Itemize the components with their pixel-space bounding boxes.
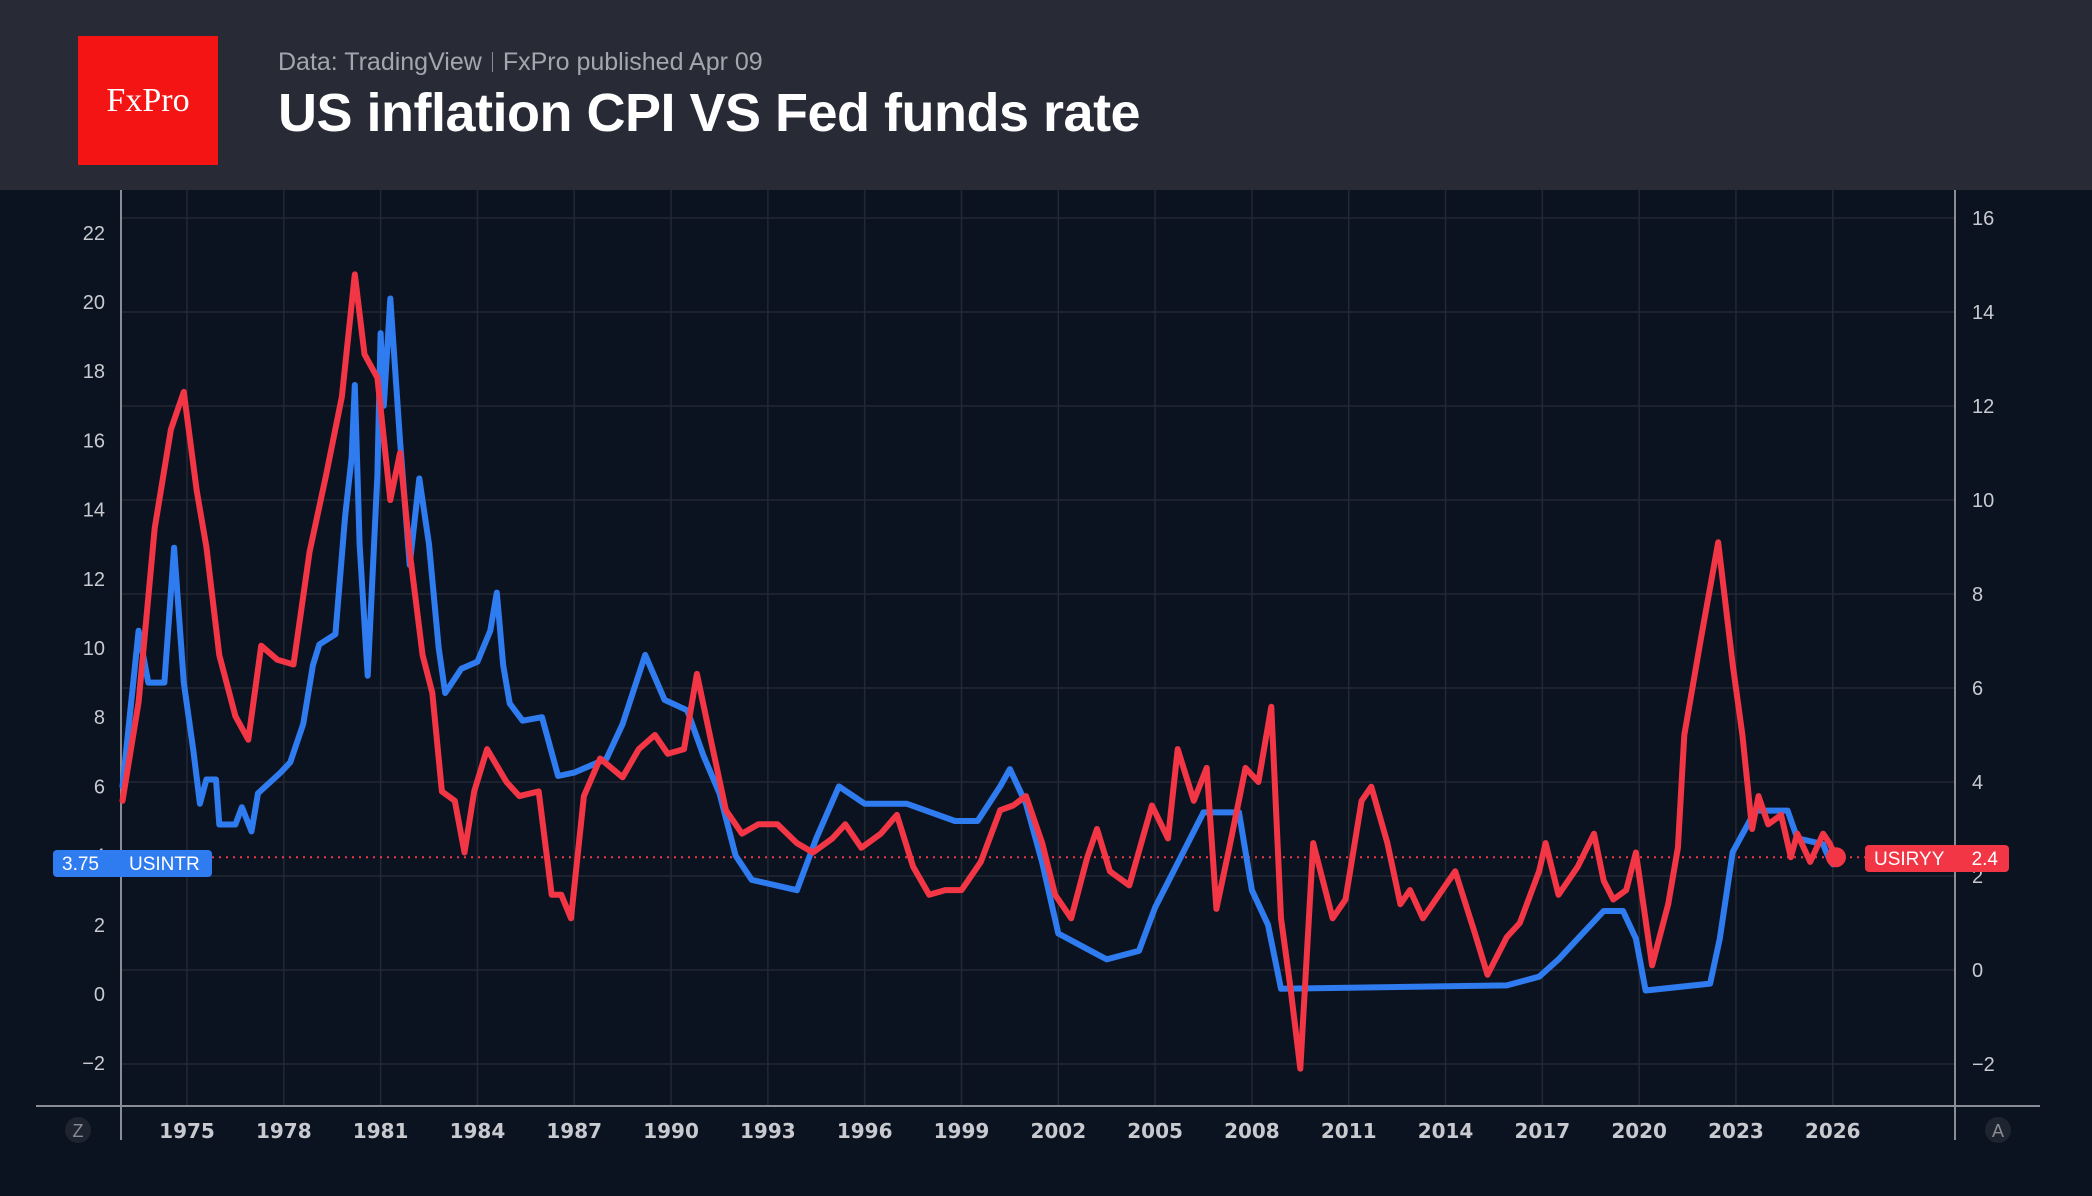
left-axis-tick-label: 8 [94,707,105,729]
x-tick-label: 1981 [353,1119,409,1143]
separator [491,52,493,72]
x-tick-label: 2023 [1708,1119,1764,1143]
right-axis-tick-label: 8 [1972,584,1983,606]
x-tick-label: 2017 [1515,1119,1571,1143]
x-tick-label: 2002 [1030,1119,1086,1143]
right-axis-tick-label: 12 [1972,396,1994,418]
z-scale-button-label: Z [73,1121,84,1141]
x-tick-label: 2026 [1805,1119,1861,1143]
usintr-name-label: USINTR [129,854,200,875]
left-axis-tick-label: 12 [83,569,105,591]
right-axis-tick-label: 2 [1972,866,1983,888]
header: FxPro Data: TradingView FxPro published A… [0,0,2092,190]
left-axis-tick-label: 20 [83,292,105,314]
usintr-label-box [53,850,212,877]
auto-scale-button-label: A [1992,1121,2004,1141]
left-axis-tick-label: 18 [83,361,105,383]
x-tick-label: 1984 [450,1119,506,1143]
left-axis-tick-label: 6 [94,776,105,798]
right-axis-tick-label: −2 [1972,1054,1995,1076]
data-source: Data: TradingView [278,48,482,76]
x-tick-label: 2008 [1224,1119,1280,1143]
auto-scale-button [1985,1117,2011,1143]
x-tick-label: 2014 [1418,1119,1474,1143]
right-axis-tick-label: 16 [1972,208,1994,230]
x-tick-label: 1978 [256,1119,312,1143]
x-tick-label: 2020 [1611,1119,1667,1143]
z-scale-button [65,1117,91,1143]
fxpro-logo: FxPro [78,36,218,165]
x-tick-label: 1975 [159,1119,215,1143]
right-axis-tick-label: 14 [1972,302,1994,324]
usintr-value-label: 3.75 [62,854,99,875]
x-tick-label: 1993 [740,1119,796,1143]
left-axis-tick-label: 2 [94,915,105,937]
subtitle: Data: TradingView FxPro published Apr 09 [278,48,763,77]
x-tick-label: 1990 [643,1119,699,1143]
right-axis-tick-label: 4 [1972,772,1983,794]
left-axis-tick-label: 22 [83,223,105,245]
cpi-last-point-marker [1825,847,1846,868]
x-tick-label: 2005 [1127,1119,1183,1143]
chart-title: US inflation CPI VS Fed funds rate [278,83,1141,143]
right-axis-tick-label: 10 [1972,490,1994,512]
left-axis-tick-label: 16 [83,430,105,452]
right-axis-tick-label: 0 [1972,960,1983,982]
usiryy-value-label: 2.4 [1972,849,1999,870]
usiryy-label-box [1865,845,2009,872]
usiryy-name-label: USIRYY [1874,849,1945,870]
x-tick-label: 1996 [837,1119,893,1143]
left-axis-tick-label: 0 [94,984,105,1006]
published-date: FxPro published Apr 09 [502,48,763,76]
x-tick-label: 1999 [934,1119,990,1143]
fed-funds-rate-line [119,295,1836,994]
left-axis-tick-label: 10 [83,638,105,660]
left-axis-tick-label: −2 [82,1053,105,1075]
cpi-inflation-line [119,271,1839,1072]
x-tick-label: 1987 [546,1119,602,1143]
left-axis-tick-label: 14 [83,500,105,522]
right-axis-tick-label: 6 [1972,678,1983,700]
x-tick-label: 2011 [1321,1119,1377,1143]
